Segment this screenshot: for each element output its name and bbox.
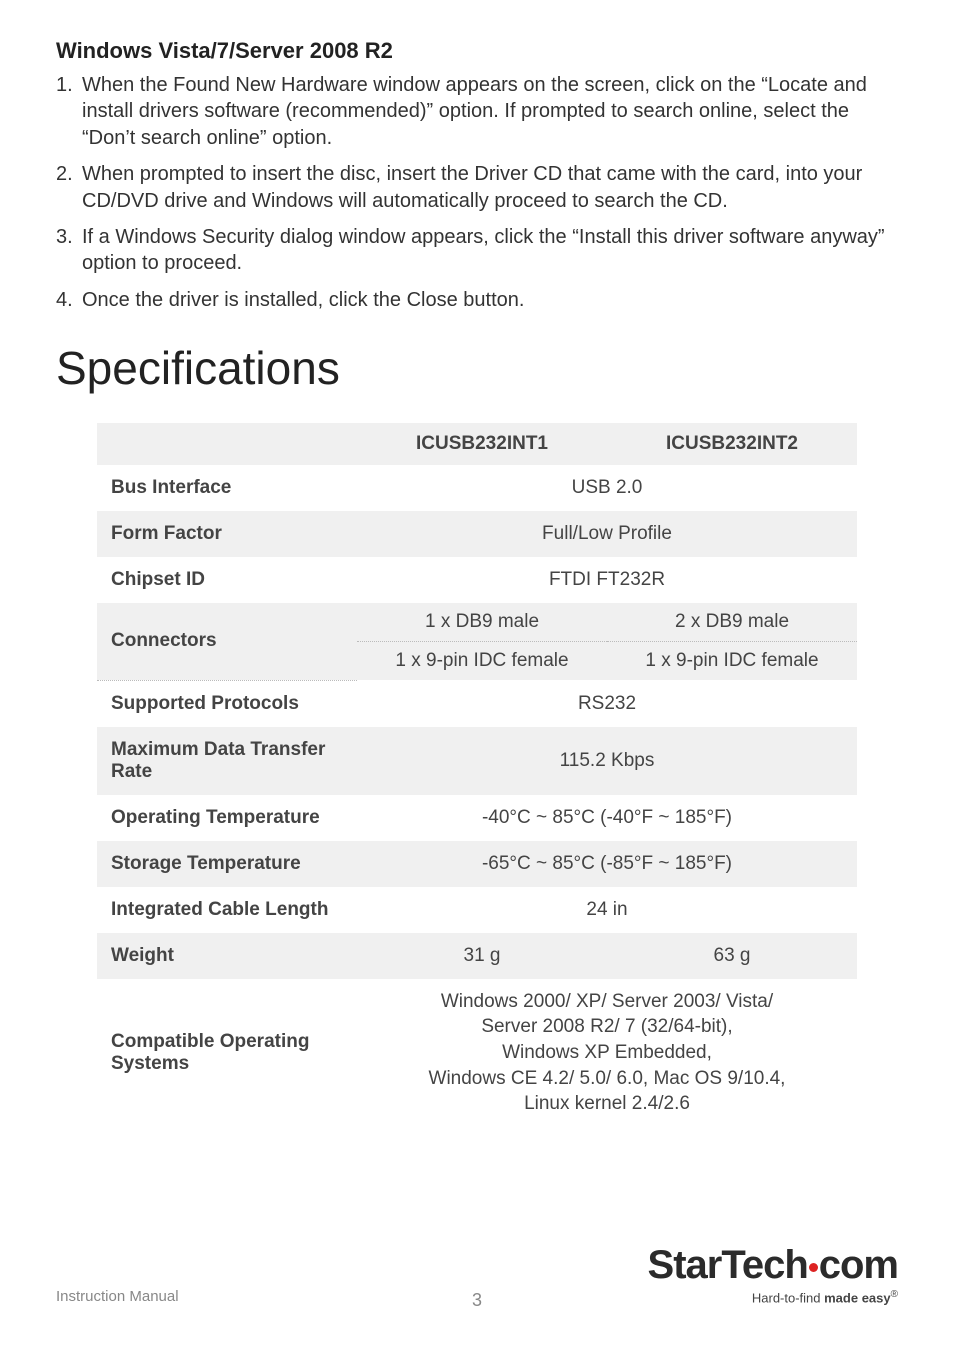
row-label: Operating Temperature: [97, 795, 357, 841]
row-value: USB 2.0: [357, 465, 857, 511]
page-footer: Instruction Manual 3 StarTechcom Hard-to…: [56, 1235, 898, 1305]
row-label: Integrated Cable Length: [97, 887, 357, 933]
table-row: Chipset ID FTDI FT232R: [97, 557, 857, 603]
row-value: 63 g: [607, 933, 857, 979]
table-row: Bus Interface USB 2.0: [97, 465, 857, 511]
row-value: -40°C ~ 85°C (-40°F ~ 185°F): [357, 795, 857, 841]
logo-dot-icon: [809, 1263, 818, 1272]
step-item: Once the driver is installed, click the …: [56, 287, 898, 313]
row-value: Windows 2000/ XP/ Server 2003/ Vista/ Se…: [357, 979, 857, 1127]
table-row: Weight 31 g 63 g: [97, 933, 857, 979]
steps-list: When the Found New Hardware window appea…: [56, 72, 898, 313]
row-label: Bus Interface: [97, 465, 357, 511]
row-value: 31 g: [357, 933, 607, 979]
row-value: RS232: [357, 680, 857, 727]
registered-icon: ®: [891, 1289, 898, 1300]
table-header-row: ICUSB232INT1 ICUSB232INT2: [97, 423, 857, 465]
table-row: Supported Protocols RS232: [97, 680, 857, 727]
table-row: Maximum Data Transfer Rate 115.2 Kbps: [97, 727, 857, 795]
tagline-bold: made easy: [824, 1290, 891, 1305]
specifications-title: Specifications: [56, 341, 898, 395]
row-value: -65°C ~ 85°C (-85°F ~ 185°F): [357, 841, 857, 887]
step-item: If a Windows Security dialog window appe…: [56, 224, 898, 277]
table-header-empty: [97, 423, 357, 465]
tagline-prefix: Hard-to-find: [752, 1290, 824, 1305]
table-row: Storage Temperature -65°C ~ 85°C (-85°F …: [97, 841, 857, 887]
row-label: Storage Temperature: [97, 841, 357, 887]
table-row: Operating Temperature -40°C ~ 85°C (-40°…: [97, 795, 857, 841]
row-label: Connectors: [97, 603, 357, 680]
row-value: 2 x DB9 male: [607, 603, 857, 642]
row-value: 1 x 9-pin IDC female: [357, 642, 607, 681]
table-header-col2: ICUSB232INT2: [607, 423, 857, 465]
logo-text: StarTechcom: [648, 1245, 898, 1285]
logo-tagline: Hard-to-find made easy®: [648, 1289, 898, 1305]
logo-text-right: com: [819, 1243, 898, 1287]
table-row: Connectors 1 x DB9 male 2 x DB9 male: [97, 603, 857, 642]
row-value: 1 x DB9 male: [357, 603, 607, 642]
row-label: Maximum Data Transfer Rate: [97, 727, 357, 795]
row-label: Supported Protocols: [97, 680, 357, 727]
step-item: When prompted to insert the disc, insert…: [56, 161, 898, 214]
section-heading: Windows Vista/7/Server 2008 R2: [56, 38, 898, 64]
startech-logo: StarTechcom Hard-to-find made easy®: [648, 1245, 898, 1305]
row-label: Compatible Operating Systems: [97, 979, 357, 1127]
row-value: 1 x 9-pin IDC female: [607, 642, 857, 681]
logo-text-left: StarTech: [648, 1243, 808, 1287]
page-number: 3: [472, 1290, 482, 1311]
row-value: 115.2 Kbps: [357, 727, 857, 795]
row-label: Chipset ID: [97, 557, 357, 603]
table-header-col1: ICUSB232INT1: [357, 423, 607, 465]
table-row: Compatible Operating Systems Windows 200…: [97, 979, 857, 1127]
specifications-table: ICUSB232INT1 ICUSB232INT2 Bus Interface …: [97, 423, 857, 1127]
row-value: Full/Low Profile: [357, 511, 857, 557]
row-value: 24 in: [357, 887, 857, 933]
row-label: Weight: [97, 933, 357, 979]
footer-left-text: Instruction Manual: [56, 1288, 179, 1305]
row-value: FTDI FT232R: [357, 557, 857, 603]
step-item: When the Found New Hardware window appea…: [56, 72, 898, 151]
table-row: Integrated Cable Length 24 in: [97, 887, 857, 933]
table-row: Form Factor Full/Low Profile: [97, 511, 857, 557]
row-label: Form Factor: [97, 511, 357, 557]
